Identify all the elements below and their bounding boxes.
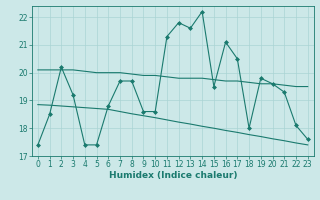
- X-axis label: Humidex (Indice chaleur): Humidex (Indice chaleur): [108, 171, 237, 180]
